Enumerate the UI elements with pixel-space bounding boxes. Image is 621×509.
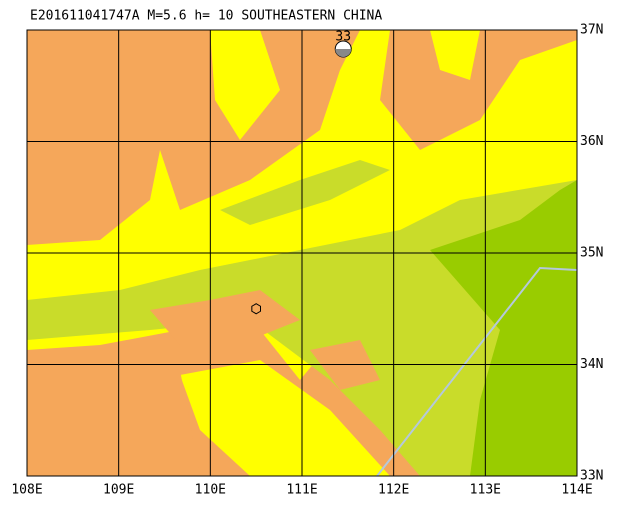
lon-label: 114E xyxy=(561,483,592,498)
lon-label: 109E xyxy=(103,483,134,498)
map-title: E201611041747A M=5.6 h= 10 SOUTHEASTERN … xyxy=(30,9,382,24)
lon-label: 112E xyxy=(378,483,409,498)
lat-label: 34N xyxy=(580,357,603,372)
lon-label: 111E xyxy=(286,483,317,498)
lon-label: 110E xyxy=(195,483,226,498)
lat-label: 36N xyxy=(580,134,603,149)
lon-label: 113E xyxy=(470,483,501,498)
epicenter xyxy=(251,303,261,315)
station-beachball xyxy=(335,48,352,57)
lat-label: 33N xyxy=(580,469,603,484)
lat-label: 35N xyxy=(580,246,603,261)
lon-label: 108E xyxy=(11,483,42,498)
station-label: 33 xyxy=(335,29,351,44)
lat-label: 37N xyxy=(580,23,603,38)
